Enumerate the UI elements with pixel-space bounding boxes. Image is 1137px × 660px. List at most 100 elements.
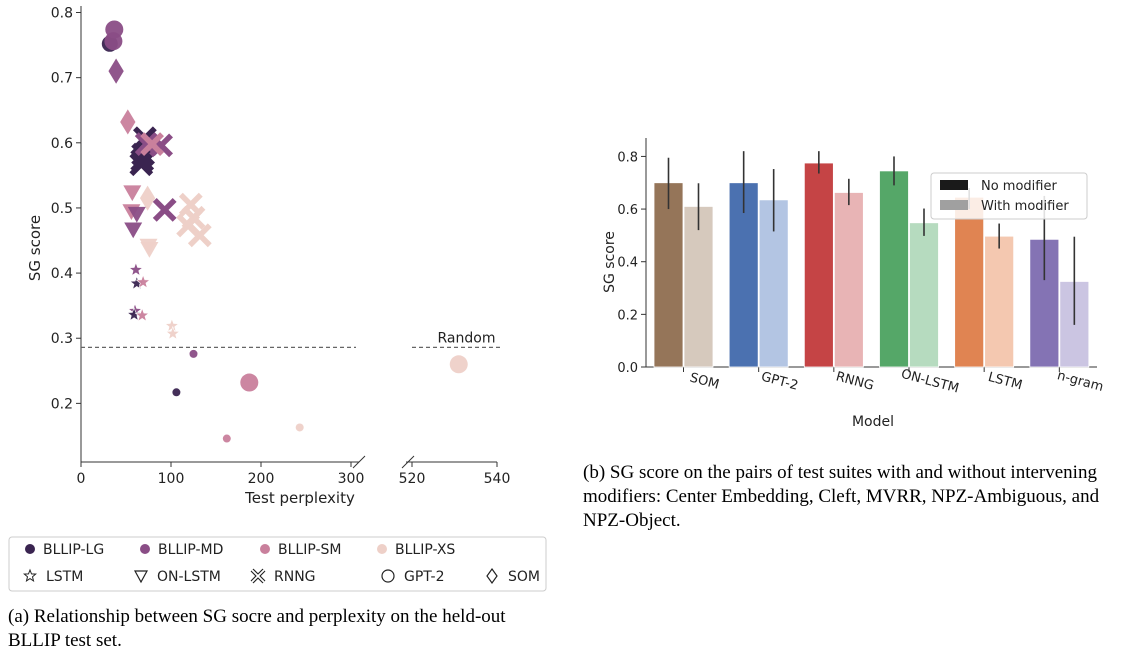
bar-x-tick-labels: SOM GPT-2 RNNG ON-LSTM LSTM n-gram [688,367,1105,397]
bar-marks [653,162,1090,368]
legend-label-bllip-xs: BLLIP-XS [395,542,455,558]
legend-label-no-modifier: No modifier [981,179,1057,194]
point-rnng-bllip-xs-stroke [187,223,212,248]
legend-swatch-with-modifier [940,200,968,210]
bar-x-tick-label: LSTM [986,370,1023,393]
point-gpt-2-bllip-md [105,20,124,39]
scatter-axes [80,6,497,469]
scatter-legend: BLLIP-LG BLLIP-MD BLLIP-SM BLLIP-XS LSTM ON-L… [8,536,547,592]
x-tick-label: 520 [399,471,426,487]
legend-swatch-no-modifier [940,180,968,190]
y-tick-label: 0.3 [51,331,73,347]
point-rnng-bllip-xs [187,223,212,248]
legend-marker-gpt-2 [381,569,395,583]
point-rnng-bllip-md-stroke [152,198,177,222]
point-gpt-2-bllip-sm [240,373,259,392]
bar-legend-frame [930,172,1088,220]
legend-label-lstm: LSTM [46,569,83,585]
legend-marker-bllip-sm [260,544,270,554]
legend-label-som: SOM [508,569,540,585]
bar-x-tick-label: n-gram [1056,368,1105,395]
point-gpt-2-bllip-lg [172,388,181,397]
scatter-x-axis-label: Test perplexity [244,489,355,507]
bar-on-lstm-with-modifier [909,222,939,368]
point-gpt-2-bllip-sm [222,434,231,443]
bar-rnng-no-modifier [803,162,834,368]
bar-y-tick-label: 0.4 [617,256,638,271]
bar-rnng-with-modifier [833,192,864,368]
legend-label-bllip-md: BLLIP-MD [158,542,223,558]
x-tick-label: 100 [158,471,185,487]
legend-marker-rnng-inner [251,569,265,583]
y-tick-label: 0.7 [51,71,73,87]
caption-a: (a) Relationship between SG socre and pe… [8,606,506,651]
bar-x-tick-label: ON-LSTM [899,367,960,397]
point-lstm-bllip-md [128,261,144,277]
point-lstm-bllip-lg [126,306,142,322]
x-tick-label: 300 [338,471,365,487]
x-tick-label: 0 [77,471,86,487]
x-tick-label: 540 [484,471,511,487]
caption-b: (b) SG score on the pairs of test suites… [583,462,1100,531]
bar-x-tick-label: SOM [688,371,721,393]
bar-x-tick-label: RNNG [834,369,875,393]
point-som-bllip-xs [139,185,156,211]
legend-label-on-lstm: ON-LSTM [157,569,221,585]
legend-marker-bllip-lg [25,544,35,554]
point-on-lstm-bllip-sm [123,185,142,202]
legend-marker-on-lstm [133,570,149,584]
point-rnng-bllip-sm-stroke [140,132,164,156]
point-som-bllip-sm [120,109,136,135]
axis-break-mark [352,455,366,469]
point-on-lstm-bllip-md [127,206,146,223]
scatter-y-axis-label: SG score [26,215,44,281]
bar-y-tick-label: 0.2 [617,308,638,323]
bar-lstm-with-modifier [984,235,1015,368]
scatter-plot: 0.2 0.3 0.4 0.5 0.6 0.7 0.8 0 100 200 300 520 540 Ra… [26,6,510,507]
legend-label-with-modifier: With modifier [981,199,1069,214]
legend-marker-lstm [23,568,37,583]
point-on-lstm-bllip-xs [140,242,159,258]
point-lstm-bllip-xs [165,325,181,340]
bar-y-tick-label: 0.0 [617,361,638,376]
y-tick-label: 0.8 [51,6,73,22]
bar-gpt-2-no-modifier [728,182,759,368]
point-gpt-2-bllip-xs [449,355,468,374]
point-som-bllip-md [108,58,124,84]
y-tick-label: 0.2 [51,396,73,412]
point-lstm-bllip-sm [135,274,151,289]
point-rnng-bllip-xs-stroke [176,213,200,238]
bar-legend: No modifier With modifier [930,172,1088,220]
legend-marker-som [486,567,498,585]
point-on-lstm-bllip-md [124,222,143,239]
point-gpt-2-bllip-xs [295,423,304,432]
legend-label-bllip-lg: BLLIP-LG [43,542,104,558]
bar-x-tick-label: GPT-2 [759,370,799,394]
bar-y-tick-label: 0.8 [617,150,638,165]
bar-chart: 0.0 0.2 0.4 0.6 0.8 SOM GPT-2 RNNG ON-LSTM LSTM n… [602,138,1105,430]
bar-x-axis-label: Model [852,414,894,430]
legend-marker-bllip-md [140,544,150,554]
point-gpt-2-bllip-md [189,349,198,358]
bar-on-lstm-no-modifier [879,170,909,368]
legend-marker-bllip-xs [377,544,387,554]
bar-y-axis-label: SG score [602,231,618,293]
legend-label-rnng: RNNG [274,569,316,585]
scatter-ticks: 0.2 0.3 0.4 0.5 0.6 0.7 0.8 0 100 200 300 520 540 [51,6,511,487]
bar-axes: 0.0 0.2 0.4 0.6 0.8 [617,138,1097,376]
legend-label-bllip-sm: BLLIP-SM [278,542,342,558]
x-tick-label: 200 [248,471,275,487]
axis-break-mark [401,455,415,469]
bar-som-with-modifier [683,206,714,368]
random-baseline-label: Random [438,330,496,346]
y-tick-label: 0.5 [51,201,73,217]
y-tick-label: 0.4 [51,266,73,282]
point-lstm-bllip-sm [134,307,150,322]
legend-label-gpt-2: GPT-2 [404,569,445,585]
point-rnng-bllip-sm [140,132,164,156]
y-tick-label: 0.6 [51,136,73,152]
scatter-points [101,20,468,443]
bar-som-no-modifier [653,182,684,368]
point-rnng-bllip-lg-stroke [130,148,155,173]
